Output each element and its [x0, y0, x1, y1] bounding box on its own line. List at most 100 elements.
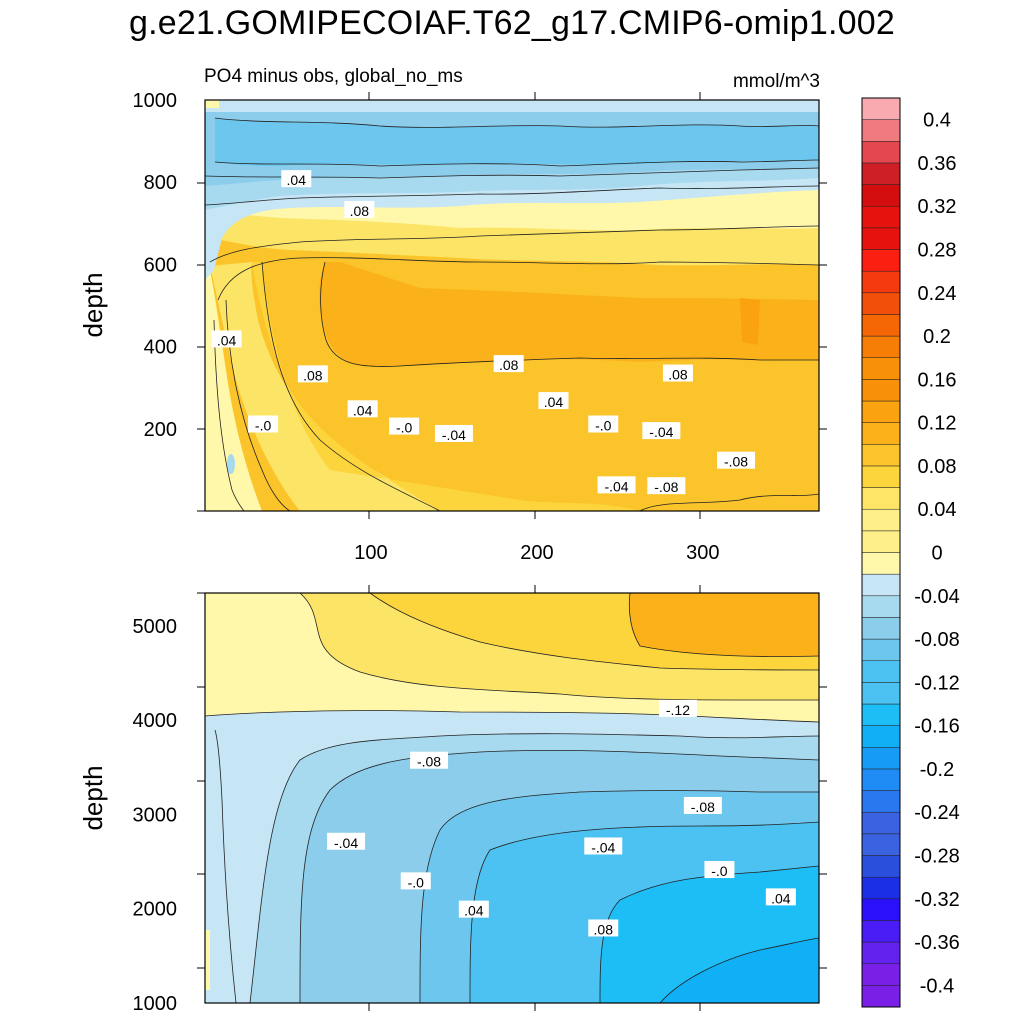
contour-label: .08 — [588, 919, 619, 937]
colorbar-band — [861, 422, 901, 445]
contour-label-text: .04 — [464, 903, 484, 919]
colorbar-band — [861, 682, 901, 705]
contour-label-bg — [434, 424, 473, 442]
y-tick-label: 800 — [144, 172, 177, 194]
top-contour-labels: -.04 -.08 -.08 -.0 -.0 -.04 -.0 -.04 .04 .04 .08 .0… — [211, 170, 756, 495]
colorbar-band — [861, 314, 901, 337]
contour-label-text: .04 — [287, 172, 307, 188]
top-panel-fill — [205, 100, 819, 511]
contour-label: .04 — [281, 170, 312, 188]
contour-label-text: -.08 — [724, 454, 748, 470]
colorbar-band — [861, 833, 901, 856]
colorbar-tick-label: 0.04 — [918, 499, 957, 521]
top-fill-yellow-light — [205, 270, 262, 511]
y-tick-label: 4000 — [133, 710, 178, 732]
contour-label-text: .04 — [353, 402, 373, 418]
colorbar-band — [861, 400, 901, 423]
contour-line — [419, 790, 819, 1003]
contour-label-text: .08 — [668, 367, 688, 383]
contour-line — [205, 710, 819, 723]
top-y-axis-label: depth — [78, 272, 108, 337]
top-x-tick-labels: 100 200 300 — [354, 542, 719, 564]
colorbar-band — [861, 963, 901, 986]
colorbar-bands — [861, 97, 901, 1008]
contour-label-text: .08 — [499, 357, 519, 373]
contour-line — [213, 319, 245, 511]
colorbar-band — [861, 855, 901, 878]
colorbar-band — [861, 703, 901, 726]
contour-label: .04 — [347, 400, 378, 418]
top-panel: PO4 minus obs, global_no_ms mmol/m^3 200… — [78, 66, 827, 564]
contour-label: -.0 — [389, 417, 420, 436]
y-tick-label: 3000 — [133, 804, 178, 826]
colorbar-band — [861, 552, 901, 575]
colorbar-band — [861, 227, 901, 250]
contour-label-text: -.08 — [691, 799, 715, 815]
colorbar-tick-label: -0.12 — [914, 672, 960, 694]
y-tick-label: 2000 — [133, 899, 178, 921]
contour-label: .08 — [297, 365, 328, 383]
colorbar-tick-label: 0.4 — [923, 110, 951, 132]
colorbar-band — [861, 617, 901, 640]
contour-label: .08 — [662, 364, 693, 383]
contour-line — [214, 159, 819, 167]
contour-label-bg — [281, 170, 312, 188]
bottom-contour-labels: .08 .04 .04 -.0 -.0 -.04 -.04 -.08 -.08 -.12 — [327, 699, 796, 937]
contour-label: .08 — [344, 200, 375, 219]
contour-label-bg — [389, 417, 420, 435]
colorbar-band — [861, 270, 901, 294]
bottom-axis-ticks — [197, 585, 827, 1011]
colorbar-tick-label: -0.04 — [914, 586, 960, 608]
top-axis-ticks — [197, 92, 827, 519]
top-fill-corner — [205, 100, 219, 108]
colorbar-band — [861, 898, 901, 921]
colorbar-tick-label: 0.36 — [918, 153, 957, 175]
colorbar-band — [861, 595, 901, 618]
colorbar-band — [861, 876, 901, 900]
colorbar-tick-label: 0.08 — [918, 456, 957, 478]
contour-label-text: -.0 — [595, 418, 612, 434]
contour-label-bg — [347, 400, 378, 418]
y-tick-label: 5000 — [133, 616, 178, 638]
contour-label-text: -.04 — [649, 424, 673, 440]
colorbar-band — [861, 184, 901, 207]
contour-line — [299, 749, 819, 1003]
contour-label-bg — [211, 330, 242, 348]
contour-label: -.04 — [434, 424, 473, 443]
bottom-y-tick-labels: 1000 2000 3000 4000 5000 — [133, 616, 178, 1015]
colorbar-band — [861, 790, 901, 813]
top-fill-blob — [227, 454, 235, 474]
contour-label-text: -.08 — [417, 754, 441, 770]
contour-label-bg — [683, 796, 722, 814]
top-contour-lines — [205, 117, 819, 511]
contour-label-bg — [248, 415, 279, 433]
contour-label: -.12 — [658, 699, 697, 718]
figure-title: g.e21.GOMIPECOIAF.T62_g17.CMIP6-omip1.00… — [129, 4, 895, 42]
colorbar-tick-labels: 0.4 0.36 0.32 0.28 0.24 0.2 0.16 0.12 0.08 0.04 0 -… — [914, 110, 960, 998]
contour-label-bg — [538, 392, 569, 410]
top-fill-yellow-mid — [210, 262, 440, 511]
colorbar-band — [861, 768, 901, 791]
colorbar-tick-label: 0 — [931, 543, 942, 565]
top-fill-orange-core — [319, 262, 819, 367]
contour-label: -.04 — [327, 832, 366, 851]
colorbar-band — [861, 920, 901, 943]
contour-line — [299, 593, 819, 701]
contour-label-bg — [588, 919, 619, 937]
colorbar-band — [861, 747, 901, 770]
contour-label-bg — [344, 200, 375, 218]
contour-label-bg — [458, 900, 489, 918]
colorbar-tick-label: 0.16 — [918, 369, 957, 391]
contour-label-text: -.04 — [604, 478, 628, 494]
colorbar-tick-label: 0.12 — [918, 413, 957, 435]
bottom-panel-fill — [205, 593, 819, 1003]
contour-label-bg — [588, 415, 619, 433]
top-frame — [204, 99, 820, 512]
contour-line — [659, 937, 819, 1003]
contour-label-bg — [410, 751, 449, 769]
colorbar-tick-label: -0.16 — [914, 716, 960, 738]
contour-line — [214, 729, 237, 1003]
contour-label-bg — [493, 355, 524, 373]
contour-label-text: -.08 — [654, 479, 678, 495]
contour-label: .04 — [458, 900, 489, 919]
